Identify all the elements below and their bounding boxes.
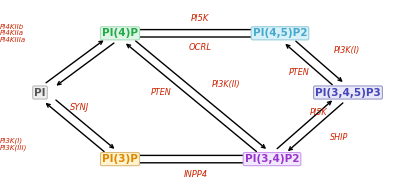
Text: PI(4,5)P2: PI(4,5)P2: [253, 28, 307, 38]
Text: OCRL: OCRL: [188, 43, 212, 53]
Text: PI3K(I)
PI3K(III): PI3K(I) PI3K(III): [0, 138, 27, 151]
Text: SHIP: SHIP: [330, 133, 348, 142]
Text: PTEN: PTEN: [151, 88, 172, 97]
Text: PI: PI: [34, 88, 46, 97]
Text: PI3K(I): PI3K(I): [334, 46, 360, 56]
Text: PI(3)P: PI(3)P: [102, 154, 138, 164]
Text: PI4KIIb
PI4KIIa
PI4KIIIa: PI4KIIb PI4KIIa PI4KIIIa: [0, 24, 26, 43]
Text: PTEN: PTEN: [289, 68, 310, 78]
Text: PI(3,4)P2: PI(3,4)P2: [245, 154, 299, 164]
Text: SYNJ: SYNJ: [70, 103, 89, 112]
Text: PI5K: PI5K: [310, 107, 328, 117]
Text: PI5K: PI5K: [191, 14, 209, 23]
Text: PI(4)P: PI(4)P: [102, 28, 138, 38]
Text: PI3K(II): PI3K(II): [212, 80, 241, 89]
Text: INPP4: INPP4: [184, 170, 208, 179]
Text: PI(3,4,5)P3: PI(3,4,5)P3: [315, 88, 381, 97]
